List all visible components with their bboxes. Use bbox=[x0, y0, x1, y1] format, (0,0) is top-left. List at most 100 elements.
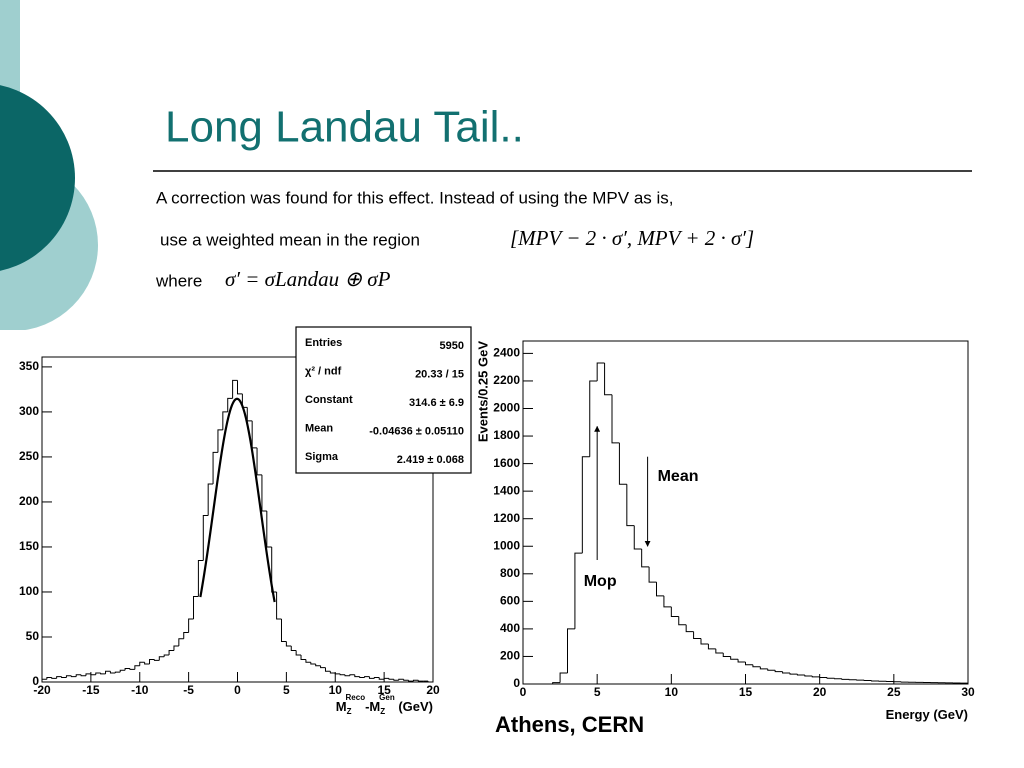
histogram-bin bbox=[212, 451, 218, 484]
histogram-bin bbox=[173, 645, 179, 651]
histogram-bin bbox=[188, 618, 194, 633]
histogram-bin bbox=[329, 671, 336, 674]
histogram-bin bbox=[61, 676, 67, 678]
histogram-bin bbox=[700, 638, 709, 645]
histogram-bin bbox=[202, 514, 209, 561]
histogram-bin bbox=[80, 674, 86, 677]
histogram-bin bbox=[359, 676, 365, 678]
histogram-bin bbox=[144, 662, 150, 665]
histogram-bin bbox=[300, 654, 306, 660]
y-tick-label: 300 bbox=[19, 404, 39, 418]
histogram-bin bbox=[626, 484, 635, 527]
histogram-bin bbox=[745, 661, 753, 666]
histogram-bin bbox=[349, 674, 355, 676]
histogram-bin bbox=[596, 362, 605, 381]
histogram-bin bbox=[324, 667, 331, 672]
histogram-bin bbox=[759, 666, 768, 670]
histogram-bin bbox=[552, 682, 561, 684]
histogram-bin bbox=[388, 678, 394, 680]
x-axis-label-part: Z bbox=[380, 707, 385, 716]
histogram-bin bbox=[641, 549, 650, 568]
histogram-bin bbox=[124, 667, 130, 671]
x-tick-label: -5 bbox=[183, 683, 194, 697]
histogram-bin bbox=[378, 677, 385, 680]
histogram-bin bbox=[427, 681, 433, 683]
histogram-bin bbox=[197, 559, 204, 597]
histogram-bin bbox=[41, 678, 47, 682]
histogram-bin bbox=[222, 411, 228, 430]
histogram-bin bbox=[834, 678, 842, 680]
histogram-bin bbox=[789, 672, 798, 675]
histogram-bin bbox=[670, 606, 679, 618]
histogram-bin bbox=[207, 483, 214, 516]
x-tick-label: 5 bbox=[283, 683, 290, 697]
histogram-bin bbox=[826, 677, 835, 679]
y-tick-label: 1400 bbox=[493, 483, 520, 497]
y-tick-label: 1200 bbox=[493, 511, 520, 525]
histogram-bin bbox=[261, 474, 267, 512]
histogram-bin bbox=[373, 676, 380, 679]
histogram-bin bbox=[722, 653, 731, 657]
histogram-bin bbox=[114, 671, 121, 673]
histogram-bin bbox=[960, 682, 969, 684]
histogram-bin bbox=[412, 679, 419, 682]
histogram-bin bbox=[574, 552, 583, 629]
x-axis-label-part: Reco bbox=[346, 693, 366, 702]
histogram-bin bbox=[193, 595, 199, 619]
y-axis-label: Events/0.25 GeV bbox=[475, 341, 490, 442]
histogram-bin bbox=[183, 631, 189, 639]
histogram-bin bbox=[119, 669, 126, 673]
formula: σ′ = σLandau ⊕ σP bbox=[225, 267, 391, 291]
histogram-bin bbox=[767, 668, 776, 671]
histogram-bin bbox=[320, 665, 326, 669]
y-tick-label: 2000 bbox=[493, 401, 520, 415]
x-tick-label: 0 bbox=[234, 683, 241, 697]
histogram-bin bbox=[232, 379, 238, 399]
x-tick-label: 25 bbox=[887, 685, 901, 699]
histogram-bin bbox=[290, 645, 297, 651]
histogram-bin bbox=[163, 654, 170, 657]
histogram-bin bbox=[678, 616, 687, 626]
x-tick-label: 20 bbox=[813, 685, 827, 699]
x-tick-label: 20 bbox=[426, 683, 440, 697]
histogram-bin bbox=[841, 678, 850, 680]
annotation-label: Mean bbox=[658, 468, 699, 485]
histogram-bin bbox=[75, 674, 82, 677]
histogram-bin bbox=[730, 656, 739, 660]
histogram-bin bbox=[633, 525, 642, 550]
y-tick-label: 250 bbox=[19, 449, 39, 463]
stats-label: Constant bbox=[305, 394, 353, 406]
histogram-bin bbox=[693, 631, 701, 640]
fit-curve bbox=[199, 397, 276, 603]
x-tick-label: 10 bbox=[665, 685, 679, 699]
histogram-bin bbox=[752, 664, 761, 668]
y-tick-label: 2200 bbox=[493, 373, 520, 387]
y-tick-label: 50 bbox=[26, 629, 40, 643]
histogram-bin bbox=[811, 676, 820, 678]
histogram-bin bbox=[295, 650, 302, 656]
histogram-bin bbox=[305, 659, 311, 663]
histogram-bin bbox=[149, 658, 155, 664]
body-line: A correction was found for this effect. … bbox=[156, 188, 674, 207]
x-axis-label-part: Energy (GeV) bbox=[886, 707, 968, 722]
histogram-bin bbox=[105, 670, 111, 674]
histogram-bin bbox=[109, 671, 116, 674]
histogram-bin bbox=[158, 656, 165, 661]
histogram-bin bbox=[737, 659, 746, 663]
histogram-bin bbox=[611, 394, 620, 444]
stats-value: 2.419 ± 0.068 bbox=[397, 454, 464, 466]
y-tick-label: 1000 bbox=[493, 538, 520, 552]
histogram-bin bbox=[383, 677, 390, 680]
stats-value: 5950 bbox=[440, 340, 464, 352]
y-tick-label: 400 bbox=[500, 621, 520, 635]
histogram-bin bbox=[707, 644, 716, 650]
x-tick-label: 15 bbox=[739, 685, 753, 699]
histogram-bin bbox=[56, 676, 62, 679]
stats-value: 20.33 / 15 bbox=[415, 368, 464, 380]
x-tick-label: -20 bbox=[33, 683, 51, 697]
x-axis-label-part: -M bbox=[365, 699, 380, 714]
x-axis-label-part: Gen bbox=[379, 693, 395, 702]
x-tick-label: 0 bbox=[520, 685, 527, 699]
x-tick-label: 10 bbox=[329, 683, 343, 697]
